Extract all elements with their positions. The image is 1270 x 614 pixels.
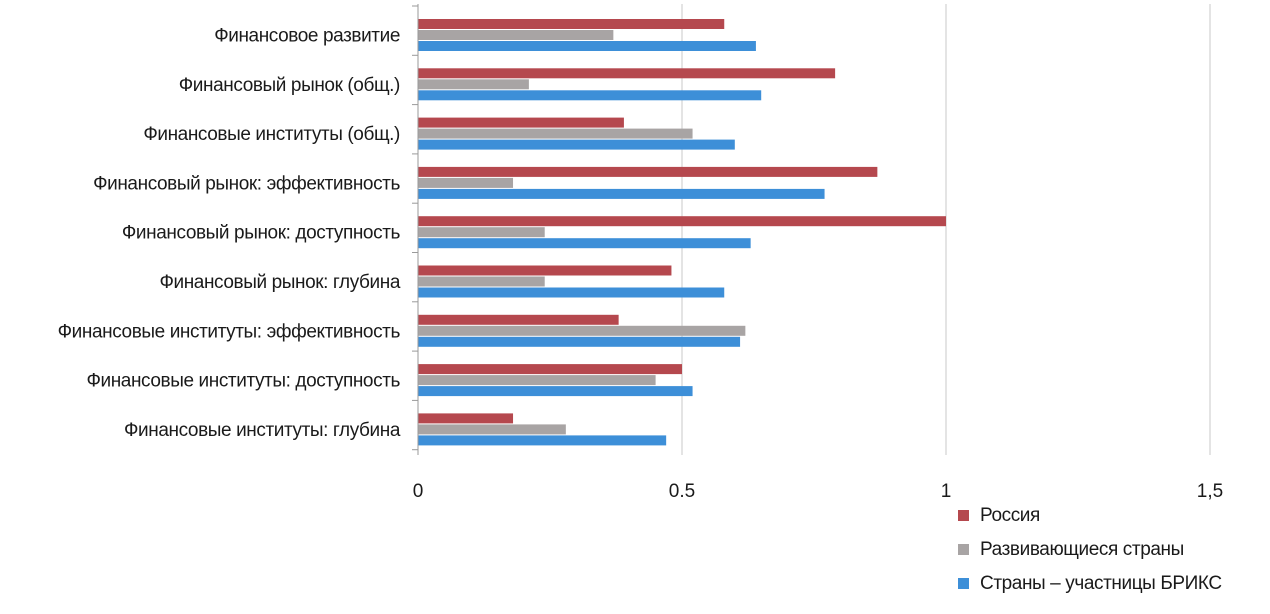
bar xyxy=(418,90,762,101)
bar xyxy=(418,238,751,249)
bar xyxy=(418,413,514,424)
grid-lines xyxy=(681,4,1211,455)
category-label: Финансовые институты: доступность xyxy=(86,371,400,392)
bar xyxy=(418,166,878,177)
x-tick-labels: 0 0.5 1 1,5 xyxy=(413,481,1224,502)
bar xyxy=(418,188,825,199)
legend-swatch xyxy=(958,544,969,555)
category-label: Финансовые институты: глубина xyxy=(124,420,401,441)
bar xyxy=(418,336,741,347)
category-label: Финансовое развитие xyxy=(214,26,400,47)
axes xyxy=(412,4,419,455)
bar xyxy=(418,41,756,51)
legend: Россия Развивающиеся страны Страны – участ… xyxy=(958,505,1222,594)
category-labels: Финансовое развитие Финансовый рынок (общ… xyxy=(58,26,402,441)
bar xyxy=(418,216,946,227)
x-tick-label: 1 xyxy=(941,481,952,502)
bar xyxy=(418,276,545,287)
legend-label: Россия xyxy=(980,505,1040,526)
bar xyxy=(418,424,566,435)
bar xyxy=(418,117,624,128)
category-label: Финансовые институты: эффективность xyxy=(58,321,401,342)
bar xyxy=(418,227,545,238)
bar xyxy=(418,68,836,79)
bar xyxy=(418,375,656,386)
x-tick-label: 1,5 xyxy=(1197,481,1223,502)
legend-swatch xyxy=(958,578,969,589)
bar xyxy=(418,364,682,375)
bar xyxy=(418,128,693,139)
bar xyxy=(418,287,725,298)
bar xyxy=(418,435,667,446)
category-label: Финансовый рынок (общ.) xyxy=(179,75,400,96)
legend-label: Развивающиеся страны xyxy=(980,539,1184,560)
bar xyxy=(418,314,619,325)
bars xyxy=(418,19,946,446)
bar xyxy=(418,79,529,90)
bar xyxy=(418,386,693,397)
bar xyxy=(418,325,746,336)
category-label: Финансовый рынок: доступность xyxy=(122,223,401,244)
bar xyxy=(418,265,672,276)
category-label: Финансовый рынок: глубина xyxy=(159,272,400,293)
x-tick-label: 0.5 xyxy=(669,481,695,502)
bar xyxy=(418,139,735,150)
bar xyxy=(418,177,514,188)
bar xyxy=(418,19,725,29)
category-label: Финансовые институты (общ.) xyxy=(143,124,400,145)
legend-label: Страны – участницы БРИКС xyxy=(980,573,1222,594)
legend-swatch xyxy=(958,510,969,521)
x-tick-label: 0 xyxy=(413,481,424,502)
bar xyxy=(418,30,614,40)
category-label: Финансовый рынок: эффективность xyxy=(93,173,400,194)
